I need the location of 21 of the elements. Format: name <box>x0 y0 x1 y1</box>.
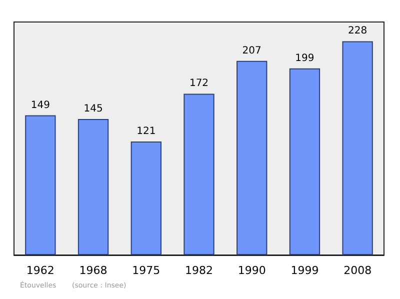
data-label: 199 <box>295 52 314 64</box>
x-tick-label: 1990 <box>238 264 266 277</box>
data-label: 228 <box>348 26 368 37</box>
x-tick-label: 1982 <box>185 264 213 277</box>
data-label: 149 <box>30 100 50 111</box>
bar <box>342 41 373 255</box>
x-tick-label: 1968 <box>79 264 108 277</box>
x-tick-label: 1962 <box>26 264 54 277</box>
bar <box>25 115 56 255</box>
bar <box>78 119 109 255</box>
x-tick-label: 1975 <box>132 264 160 277</box>
bar <box>236 60 268 255</box>
data-label: 145 <box>84 104 103 115</box>
bar <box>130 142 162 255</box>
data-label: 121 <box>136 126 156 138</box>
data-label: 172 <box>189 78 209 90</box>
x-tick-label: 2008 <box>344 264 372 277</box>
data-label: 207 <box>242 45 262 56</box>
x-tick-label: 1999 <box>290 264 319 277</box>
bar <box>289 68 320 255</box>
bar <box>184 94 214 255</box>
